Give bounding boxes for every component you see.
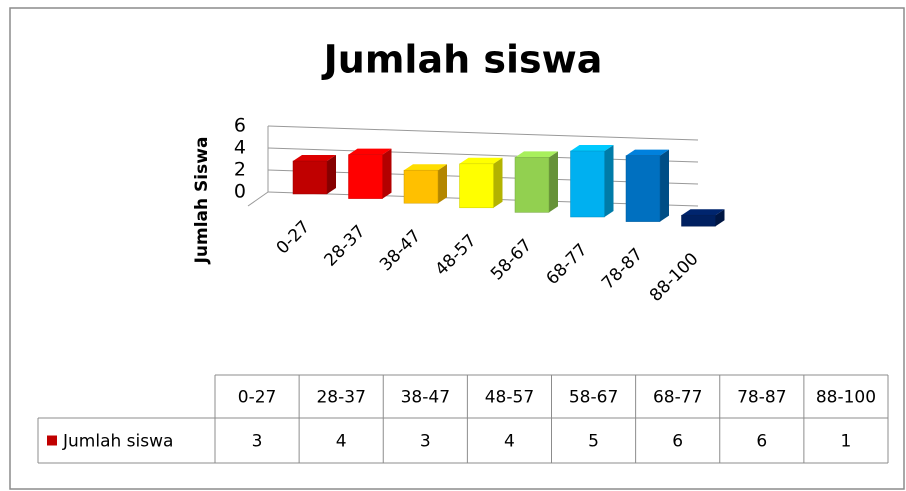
legend-label: Jumlah siswa — [62, 432, 173, 452]
bar-top — [293, 155, 336, 161]
bar — [403, 164, 447, 204]
bar-side — [438, 164, 447, 204]
table-value: 4 — [336, 432, 347, 452]
bar — [681, 209, 725, 227]
table-header: 88-100 — [816, 388, 876, 408]
y-tick-label: 4 — [234, 137, 246, 159]
bar — [459, 157, 503, 209]
bar-side — [493, 157, 503, 208]
bar — [514, 151, 558, 213]
y-tick-label: 0 — [234, 181, 246, 203]
y-tick-label: 2 — [234, 159, 246, 181]
chart-title: Jumlah siswa — [321, 38, 603, 82]
bar-top — [404, 164, 447, 171]
table-header: 0-27 — [238, 388, 277, 408]
bar-front — [292, 160, 328, 195]
legend-key — [47, 435, 57, 446]
bar-side — [549, 151, 558, 213]
table-header: 68-77 — [653, 388, 702, 408]
table-value: 5 — [588, 432, 599, 452]
bar-top — [515, 151, 558, 158]
bar-top — [348, 148, 392, 155]
table-header: 28-37 — [316, 388, 365, 408]
bar-top — [681, 209, 725, 216]
bar — [292, 155, 336, 195]
bar-side — [604, 145, 614, 217]
bar-front — [625, 155, 661, 222]
table-value: 3 — [252, 432, 263, 452]
table-header: 78-87 — [737, 388, 786, 408]
bar-top — [459, 157, 503, 164]
bar-side — [382, 148, 392, 199]
table-header: 38-47 — [401, 388, 450, 408]
table-value: 3 — [420, 432, 431, 452]
grid-line — [267, 125, 699, 141]
table-value: 1 — [841, 432, 852, 452]
bar-front — [348, 154, 383, 199]
bar-top — [570, 145, 614, 151]
bar-side — [715, 209, 725, 227]
floor-edge — [247, 191, 269, 207]
y-axis-label: Jumlah Siswa — [192, 137, 212, 265]
bar-front — [570, 150, 605, 218]
table-value: 6 — [672, 432, 683, 452]
bar-top — [626, 149, 669, 156]
bar-side — [660, 149, 669, 222]
bar-front — [459, 163, 494, 209]
table-value: 6 — [756, 432, 767, 452]
bar — [570, 145, 614, 218]
y-tick-label: 6 — [234, 115, 246, 137]
table-value: 4 — [504, 432, 515, 452]
bar-front — [514, 157, 550, 213]
chart-border — [9, 7, 905, 490]
table-header: 58-67 — [569, 388, 618, 408]
bar-front — [403, 169, 439, 204]
bar-side — [327, 155, 336, 194]
table-header: 48-57 — [485, 388, 534, 408]
bar — [625, 149, 669, 222]
bar — [348, 148, 392, 199]
bar-front — [681, 214, 716, 227]
